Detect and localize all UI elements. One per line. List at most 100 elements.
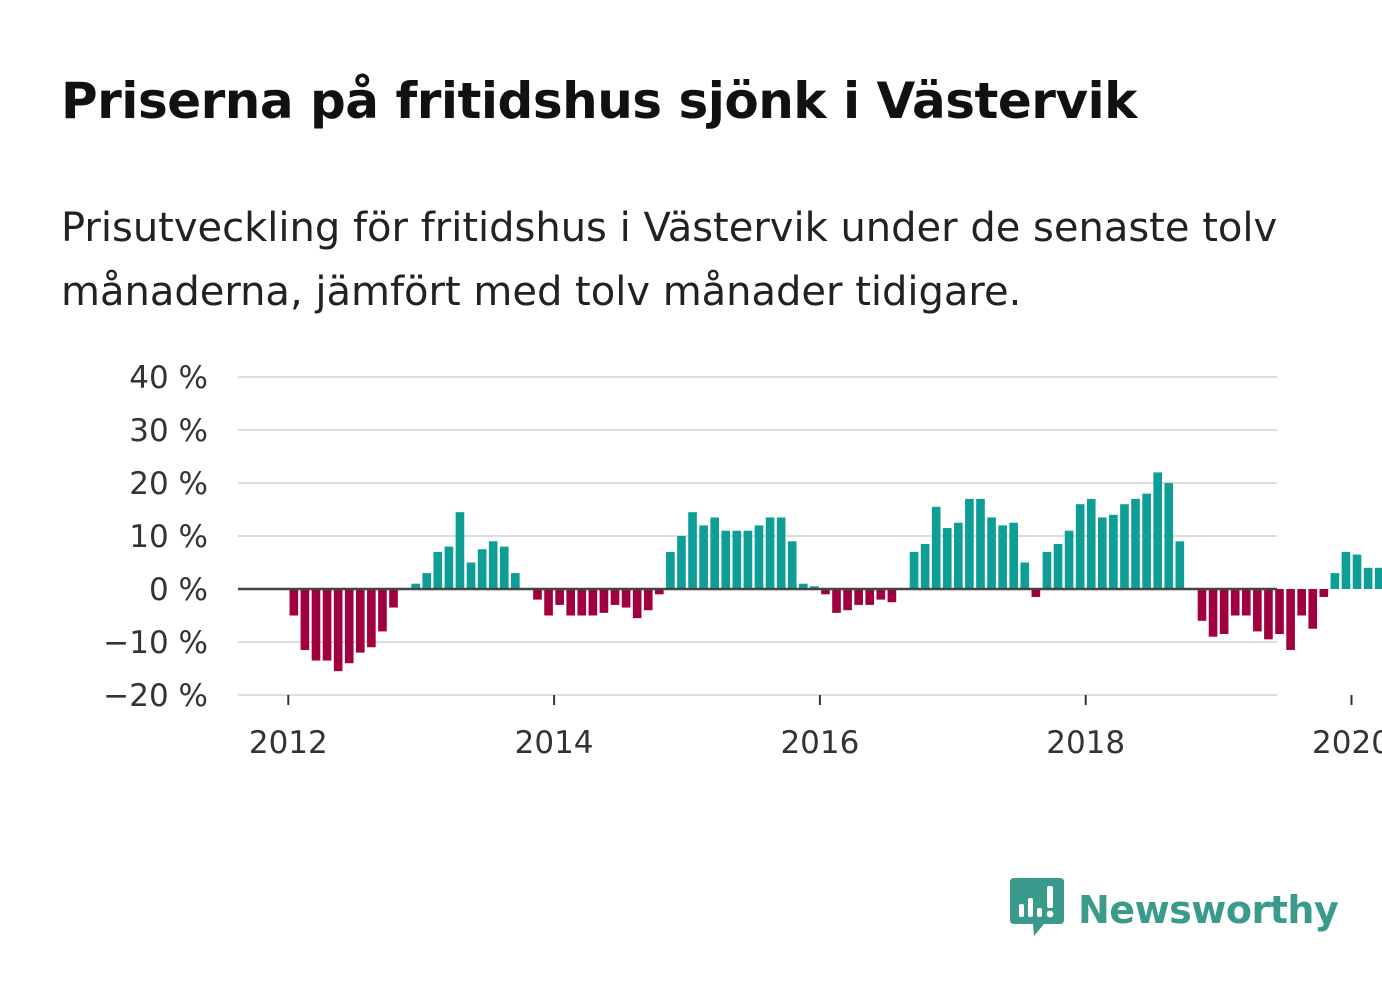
- bar: [1241, 589, 1251, 616]
- bar: [333, 589, 343, 672]
- bar: [555, 589, 564, 605]
- chart-subtitle: Prisutveckling för fritidshus i Västervi…: [61, 205, 1278, 315]
- bar: [1053, 543, 1063, 589]
- bar: [754, 525, 764, 589]
- bar: [1164, 483, 1174, 589]
- bar: [666, 551, 675, 589]
- y-axis-ticks: 40 % 30 % 20 % 10 % 0 % −10 % −20 %: [103, 360, 208, 714]
- bar: [300, 589, 310, 650]
- bar: [511, 573, 520, 589]
- bar: [798, 583, 808, 589]
- y-tick-label: 10 %: [129, 519, 208, 555]
- bar: [355, 589, 365, 653]
- bar: [1064, 530, 1074, 589]
- bar: [821, 589, 830, 595]
- bar: [1275, 589, 1284, 635]
- bar: [1341, 551, 1351, 589]
- bar: [1219, 589, 1229, 635]
- y-tick-label: 30 %: [129, 413, 208, 449]
- bar: [422, 573, 432, 589]
- bar: [389, 589, 398, 608]
- bar: [1075, 504, 1085, 589]
- y-tick-label: 0 %: [149, 572, 208, 608]
- bar: [732, 530, 742, 589]
- bar: [854, 589, 863, 605]
- bar: [1120, 504, 1129, 589]
- bar: [1020, 562, 1030, 589]
- y-tick-label: −10 %: [103, 625, 208, 661]
- bar: [411, 583, 420, 589]
- newsworthy-logo-icon: [1010, 878, 1064, 942]
- bar: [1264, 589, 1273, 640]
- bar: [998, 525, 1007, 589]
- bar: [566, 589, 576, 616]
- bar: [289, 589, 299, 616]
- bar: [1197, 589, 1207, 621]
- bar: [544, 589, 553, 616]
- bar: [1031, 589, 1041, 597]
- bar: [1374, 567, 1382, 589]
- brand-logo[interactable]: Newsworthy: [1010, 878, 1339, 942]
- bar: [1297, 589, 1306, 616]
- bar: [942, 528, 952, 589]
- bar: [621, 589, 631, 608]
- bar: [976, 498, 985, 589]
- brand-name: Newsworthy: [1078, 888, 1339, 932]
- bar: [533, 589, 542, 600]
- bar: [1153, 472, 1163, 589]
- bar: [466, 562, 476, 589]
- bar: [1253, 589, 1262, 632]
- x-tick-label: 2018: [1046, 725, 1125, 761]
- bar: [954, 522, 963, 589]
- bar: [577, 589, 587, 616]
- bar: [810, 586, 819, 589]
- bar: [721, 530, 731, 589]
- x-tick-label: 2016: [780, 725, 859, 761]
- bar: [378, 589, 387, 632]
- chart-title: Priserna på fritidshus sjönk i Västervik: [61, 72, 1137, 130]
- bar: [477, 549, 487, 589]
- bar: [1142, 493, 1151, 589]
- bar: [920, 543, 930, 589]
- x-tick-label: 2014: [515, 725, 594, 761]
- bar: [632, 589, 642, 619]
- bar: [433, 551, 443, 589]
- x-tick-label: 2012: [249, 725, 328, 761]
- bar: [843, 589, 852, 611]
- x-axis-ticks: 20122014201620182020202220242026: [238, 694, 1382, 761]
- bar: [965, 498, 974, 589]
- bar: [710, 517, 720, 589]
- bar: [1175, 541, 1185, 589]
- bar: [832, 589, 841, 613]
- bar: [311, 589, 321, 661]
- bar: [743, 530, 753, 589]
- bar: [1352, 554, 1362, 589]
- bar: [1042, 551, 1052, 589]
- bar: [599, 589, 609, 613]
- bar: [987, 517, 996, 589]
- x-tick-label: 2020: [1312, 725, 1382, 761]
- bar: [367, 589, 376, 648]
- bar: [765, 517, 775, 589]
- y-tick-label: −20 %: [103, 678, 208, 714]
- bar: [643, 589, 653, 611]
- bar: [909, 551, 919, 589]
- bar: [887, 589, 897, 603]
- bar: [865, 589, 875, 605]
- bar: [1131, 498, 1140, 589]
- bar: [787, 541, 797, 589]
- y-tick-label: 20 %: [129, 466, 208, 502]
- bar: [344, 589, 354, 664]
- bar: [1208, 589, 1218, 637]
- bar: [876, 589, 886, 600]
- bar: [1286, 589, 1295, 650]
- bar: [677, 536, 686, 589]
- bar: [699, 525, 708, 589]
- bar: [654, 589, 664, 595]
- bar: [1086, 498, 1096, 589]
- bar: [1097, 517, 1107, 589]
- bar: [444, 546, 454, 589]
- bar: [588, 589, 598, 616]
- bar: [322, 589, 332, 661]
